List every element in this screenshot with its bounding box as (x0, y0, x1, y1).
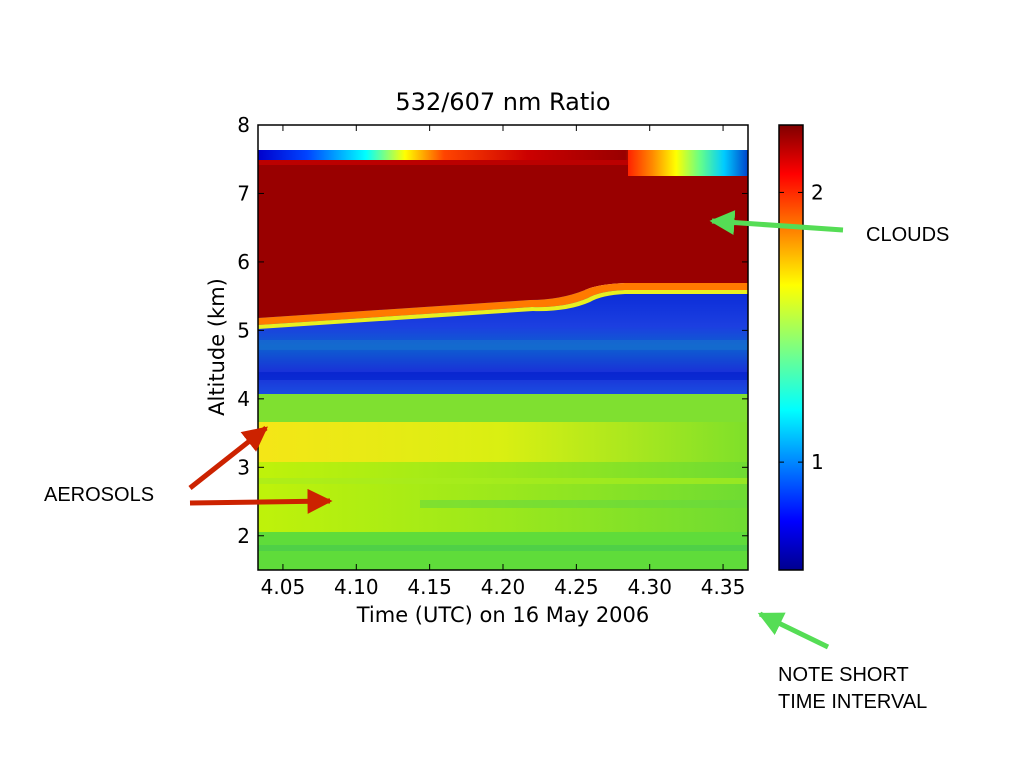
aerosol-streak (420, 500, 748, 508)
aerosol-streak (258, 545, 748, 551)
cloud-top-band (258, 150, 748, 160)
cloud-region (258, 160, 748, 318)
x-tick-label: 4.20 (481, 575, 526, 599)
cloud-base-yellow (258, 290, 748, 329)
clouds-arrow (709, 210, 844, 236)
colorbar-tick-label: 1 (811, 450, 824, 474)
x-tick-label: 4.35 (701, 575, 746, 599)
aerosols-arrow-lower (189, 488, 333, 514)
cloud-top-strip (258, 160, 628, 165)
colorbar-tick-label: 2 (811, 180, 824, 204)
y-tick-label: 5 (237, 318, 250, 342)
y-tick-label: 6 (237, 250, 250, 274)
colorbar-gradient (778, 124, 804, 571)
clouds-annotation: CLOUDS (866, 224, 949, 246)
aerosol-streak (258, 478, 748, 484)
clear-air-streak (258, 372, 748, 380)
colorbar-ticks: 12 (779, 180, 824, 474)
x-tick-label: 4.05 (261, 575, 306, 599)
aerosol-layer-mid (258, 420, 748, 462)
x-tick-label: 4.10 (334, 575, 379, 599)
y-axis-label: Altitude (km) (205, 278, 229, 416)
y-tick-label: 2 (237, 524, 250, 548)
y-tick-label: 4 (237, 387, 250, 411)
aerosol-layer (258, 460, 748, 532)
chart-title: 532/607 nm Ratio (395, 88, 610, 116)
annotations: CLOUDS AEROSOLS NOTE SHORT TIME INTERVAL (44, 210, 949, 713)
cloud-top-corner (628, 150, 748, 180)
colorbar: 12 (778, 124, 824, 571)
time-interval-annotation-line2: TIME INTERVAL (778, 691, 927, 713)
y-tick-label: 7 (237, 181, 250, 205)
x-tick-label: 4.25 (554, 575, 599, 599)
time-interval-annotation-line1: NOTE SHORT (778, 664, 909, 686)
y-axis: 2 3 4 5 6 7 8 (237, 113, 748, 548)
aerosols-arrow-upper (188, 426, 268, 490)
y-tick-label: 3 (237, 455, 250, 479)
heatmap-plot-area (257, 124, 749, 571)
time-interval-arrow (757, 611, 830, 650)
x-tick-label: 4.30 (627, 575, 672, 599)
aerosols-annotation: AEROSOLS (44, 484, 154, 506)
x-axis-label: Time (UTC) on 16 May 2006 (356, 603, 650, 627)
clear-air-streak (258, 340, 748, 350)
y-tick-label: 8 (237, 113, 250, 137)
x-tick-label: 4.15 (407, 575, 452, 599)
aerosol-layer-top (258, 392, 748, 422)
cloud-base-transition (258, 283, 748, 325)
x-axis: 4.05 4.10 4.15 4.20 4.25 4.30 4.35 (261, 125, 746, 599)
cloud-top-corner-base (628, 176, 748, 182)
